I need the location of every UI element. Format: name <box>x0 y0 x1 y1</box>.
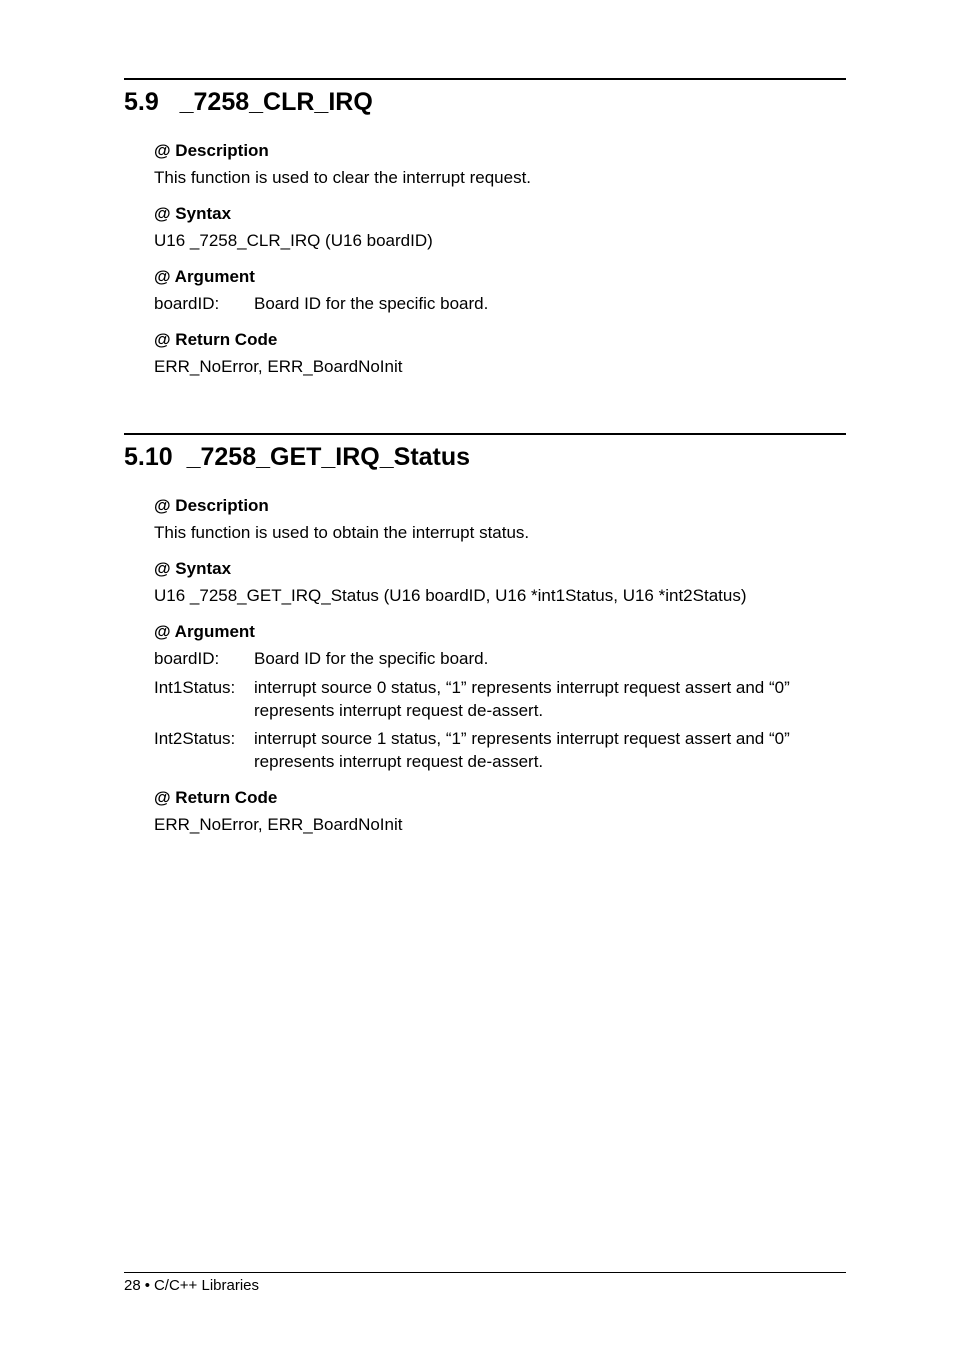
section-body: @ Description This function is used to o… <box>154 496 846 838</box>
page-number: 28 <box>124 1277 141 1294</box>
argument-desc: interrupt source 1 status, “1” represent… <box>254 728 846 774</box>
section-number: 5.10 <box>124 443 173 471</box>
section-gap <box>124 389 846 433</box>
argument-label: boardID: <box>154 648 254 671</box>
argument-label: boardID: <box>154 293 254 316</box>
rule <box>124 433 846 435</box>
footer-text: 28 • C/C++ Libraries <box>124 1277 846 1294</box>
section-title: 5.9 _7258_CLR_IRQ <box>124 88 846 117</box>
argument-row: Int2Status: interrupt source 1 status, “… <box>154 728 846 774</box>
argument-desc: interrupt source 0 status, “1” represent… <box>254 677 846 723</box>
rule <box>124 78 846 80</box>
argument-head: @ Argument <box>154 622 846 642</box>
return-body: ERR_NoError, ERR_BoardNoInit <box>154 356 846 379</box>
return-body: ERR_NoError, ERR_BoardNoInit <box>154 814 846 837</box>
page-footer: 28 • C/C++ Libraries <box>124 1272 846 1294</box>
section-name: _7258_CLR_IRQ <box>180 88 373 116</box>
return-head: @ Return Code <box>154 788 846 808</box>
argument-desc: Board ID for the specific board. <box>254 293 846 316</box>
description-body: This function is used to obtain the inte… <box>154 522 846 545</box>
section-body: @ Description This function is used to c… <box>154 141 846 379</box>
argument-label: Int1Status: <box>154 677 254 723</box>
syntax-body: U16 _7258_CLR_IRQ (U16 boardID) <box>154 230 846 253</box>
footer-rule <box>124 1272 846 1273</box>
bullet-icon: • <box>141 1277 154 1294</box>
section-name: _7258_GET_IRQ_Status <box>187 443 470 471</box>
syntax-head: @ Syntax <box>154 559 846 579</box>
section-number: 5.9 <box>124 88 159 116</box>
argument-label: Int2Status: <box>154 728 254 774</box>
argument-row: boardID: Board ID for the specific board… <box>154 293 846 316</box>
argument-row: Int1Status: interrupt source 0 status, “… <box>154 677 846 723</box>
section-title: 5.10 _7258_GET_IRQ_Status <box>124 443 846 472</box>
argument-desc: Board ID for the specific board. <box>254 648 846 671</box>
syntax-body: U16 _7258_GET_IRQ_Status (U16 boardID, U… <box>154 585 846 608</box>
return-head: @ Return Code <box>154 330 846 350</box>
syntax-head: @ Syntax <box>154 204 846 224</box>
description-body: This function is used to clear the inter… <box>154 167 846 190</box>
description-head: @ Description <box>154 496 846 516</box>
argument-head: @ Argument <box>154 267 846 287</box>
footer-label: C/C++ Libraries <box>154 1277 259 1294</box>
description-head: @ Description <box>154 141 846 161</box>
argument-row: boardID: Board ID for the specific board… <box>154 648 846 671</box>
page: 5.9 _7258_CLR_IRQ @ Description This fun… <box>0 0 954 1352</box>
